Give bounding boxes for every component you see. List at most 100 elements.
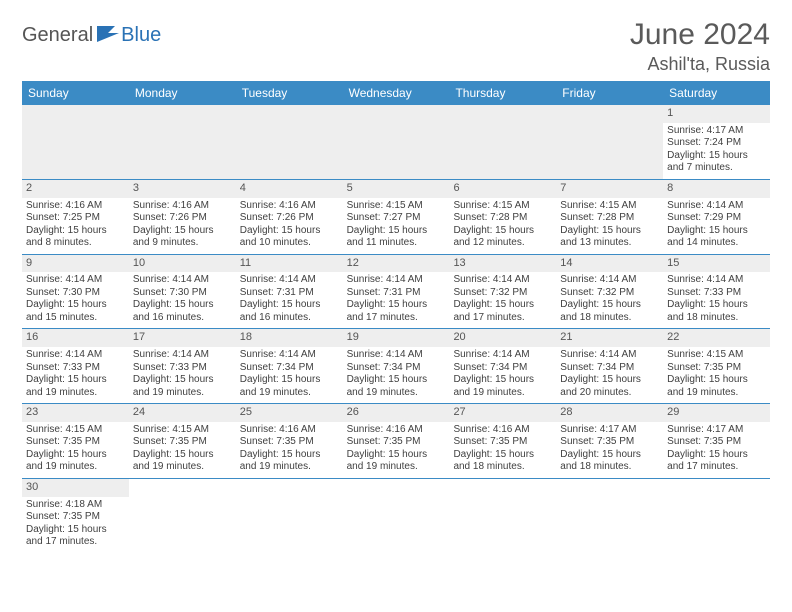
blank-cell — [449, 105, 556, 179]
blank-cell — [129, 479, 236, 553]
daylight1-text: Daylight: 15 hours — [240, 449, 339, 462]
daylight2-text: and 9 minutes. — [133, 237, 232, 250]
daylight2-text: and 19 minutes. — [453, 387, 552, 400]
sunset-text: Sunset: 7:35 PM — [133, 436, 232, 449]
sunset-text: Sunset: 7:35 PM — [560, 436, 659, 449]
sunrise-text: Sunrise: 4:14 AM — [667, 200, 766, 213]
sunset-text: Sunset: 7:32 PM — [453, 287, 552, 300]
weekday-sat: Saturday — [663, 81, 770, 105]
daylight1-text: Daylight: 15 hours — [667, 225, 766, 238]
day-number: 28 — [556, 404, 663, 422]
day-cell: 8Sunrise: 4:14 AMSunset: 7:29 PMDaylight… — [663, 180, 770, 254]
sunset-text: Sunset: 7:34 PM — [347, 362, 446, 375]
sunset-text: Sunset: 7:35 PM — [453, 436, 552, 449]
flag-icon — [97, 24, 119, 47]
daylight1-text: Daylight: 15 hours — [347, 299, 446, 312]
sunrise-text: Sunrise: 4:14 AM — [667, 274, 766, 287]
blank-cell — [129, 105, 236, 179]
daylight2-text: and 18 minutes. — [667, 312, 766, 325]
sunset-text: Sunset: 7:32 PM — [560, 287, 659, 300]
daylight2-text: and 19 minutes. — [240, 387, 339, 400]
sunset-text: Sunset: 7:24 PM — [667, 137, 766, 150]
day-cell: 27Sunrise: 4:16 AMSunset: 7:35 PMDayligh… — [449, 404, 556, 478]
day-cell: 24 Sunrise: 4:15 AMSunset: 7:35 PMDayligh… — [129, 404, 236, 478]
sunrise-text: Sunrise: 4:15 AM — [667, 349, 766, 362]
sunset-text: Sunset: 7:27 PM — [347, 212, 446, 225]
sunset-text: Sunset: 7:35 PM — [26, 511, 125, 524]
calendar-grid: 1Sunrise: 4:17 AMSunset: 7:24 PMDaylight… — [22, 105, 770, 553]
sunrise-text: Sunrise: 4:16 AM — [347, 424, 446, 437]
day-number: 27 — [449, 404, 556, 422]
daylight2-text: and 17 minutes. — [347, 312, 446, 325]
sunrise-text: Sunrise: 4:15 AM — [347, 200, 446, 213]
day-cell: 28Sunrise: 4:17 AMSunset: 7:35 PMDayligh… — [556, 404, 663, 478]
daylight1-text: Daylight: 15 hours — [26, 374, 125, 387]
sunrise-text: Sunrise: 4:14 AM — [560, 349, 659, 362]
daylight2-text: and 19 minutes. — [347, 461, 446, 474]
month-title: June 2024 — [630, 18, 770, 52]
blank-cell — [556, 479, 663, 553]
weekday-thu: Thursday — [449, 81, 556, 105]
daylight1-text: Daylight: 15 hours — [240, 299, 339, 312]
day-cell: 19Sunrise: 4:14 AMSunset: 7:34 PMDayligh… — [343, 329, 450, 403]
sunset-text: Sunset: 7:30 PM — [133, 287, 232, 300]
sunset-text: Sunset: 7:35 PM — [667, 362, 766, 375]
sunset-text: Sunset: 7:26 PM — [133, 212, 232, 225]
blank-cell — [343, 105, 450, 179]
daylight2-text: and 7 minutes. — [667, 162, 766, 175]
day-cell: 18Sunrise: 4:14 AMSunset: 7:34 PMDayligh… — [236, 329, 343, 403]
sunrise-text: Sunrise: 4:14 AM — [26, 274, 125, 287]
week-row: 2Sunrise: 4:16 AMSunset: 7:25 PMDaylight… — [22, 180, 770, 255]
sunset-text: Sunset: 7:34 PM — [453, 362, 552, 375]
week-row: 16Sunrise: 4:14 AMSunset: 7:33 PMDayligh… — [22, 329, 770, 404]
brand-part2: Blue — [121, 24, 161, 47]
day-number: 4 — [236, 180, 343, 198]
sunrise-text: Sunrise: 4:14 AM — [347, 349, 446, 362]
sunrise-text: Sunrise: 4:16 AM — [26, 200, 125, 213]
sunrise-text: Sunrise: 4:14 AM — [347, 274, 446, 287]
day-cell: 11Sunrise: 4:14 AMSunset: 7:31 PMDayligh… — [236, 255, 343, 329]
day-number: 19 — [343, 329, 450, 347]
blank-cell — [556, 105, 663, 179]
sunset-text: Sunset: 7:33 PM — [26, 362, 125, 375]
daylight1-text: Daylight: 15 hours — [560, 299, 659, 312]
daylight1-text: Daylight: 15 hours — [560, 374, 659, 387]
day-cell: 10Sunrise: 4:14 AMSunset: 7:30 PMDayligh… — [129, 255, 236, 329]
daylight1-text: Daylight: 15 hours — [240, 225, 339, 238]
daylight1-text: Daylight: 15 hours — [453, 299, 552, 312]
header: General Blue June 2024 Ashil'ta, Russia — [22, 18, 770, 75]
daylight1-text: Daylight: 15 hours — [560, 449, 659, 462]
day-cell: 6Sunrise: 4:15 AMSunset: 7:28 PMDaylight… — [449, 180, 556, 254]
sunrise-text: Sunrise: 4:15 AM — [133, 424, 232, 437]
brand-part1: General — [22, 24, 93, 47]
daylight2-text: and 8 minutes. — [26, 237, 125, 250]
week-row: 23Sunrise: 4:15 AMSunset: 7:35 PMDayligh… — [22, 404, 770, 479]
daylight2-text: and 15 minutes. — [26, 312, 125, 325]
daylight2-text: and 18 minutes. — [560, 312, 659, 325]
daylight1-text: Daylight: 15 hours — [453, 374, 552, 387]
day-number: 24 — [129, 404, 236, 422]
day-number: 23 — [22, 404, 129, 422]
daylight1-text: Daylight: 15 hours — [26, 524, 125, 537]
daylight1-text: Daylight: 15 hours — [133, 374, 232, 387]
daylight1-text: Daylight: 15 hours — [133, 449, 232, 462]
daylight2-text: and 17 minutes. — [667, 461, 766, 474]
weekday-tue: Tuesday — [236, 81, 343, 105]
sunrise-text: Sunrise: 4:14 AM — [560, 274, 659, 287]
daylight1-text: Daylight: 15 hours — [453, 225, 552, 238]
daylight2-text: and 19 minutes. — [26, 461, 125, 474]
daylight2-text: and 19 minutes. — [133, 461, 232, 474]
week-row: 9Sunrise: 4:14 AMSunset: 7:30 PMDaylight… — [22, 255, 770, 330]
blank-cell — [22, 105, 129, 179]
blank-cell — [663, 479, 770, 553]
daylight2-text: and 10 minutes. — [240, 237, 339, 250]
sunrise-text: Sunrise: 4:14 AM — [240, 349, 339, 362]
weekday-sun: Sunday — [22, 81, 129, 105]
day-number: 9 — [22, 255, 129, 273]
daylight1-text: Daylight: 15 hours — [667, 449, 766, 462]
sunrise-text: Sunrise: 4:14 AM — [133, 349, 232, 362]
daylight2-text: and 19 minutes. — [347, 387, 446, 400]
day-number: 26 — [343, 404, 450, 422]
day-number: 15 — [663, 255, 770, 273]
day-number: 16 — [22, 329, 129, 347]
